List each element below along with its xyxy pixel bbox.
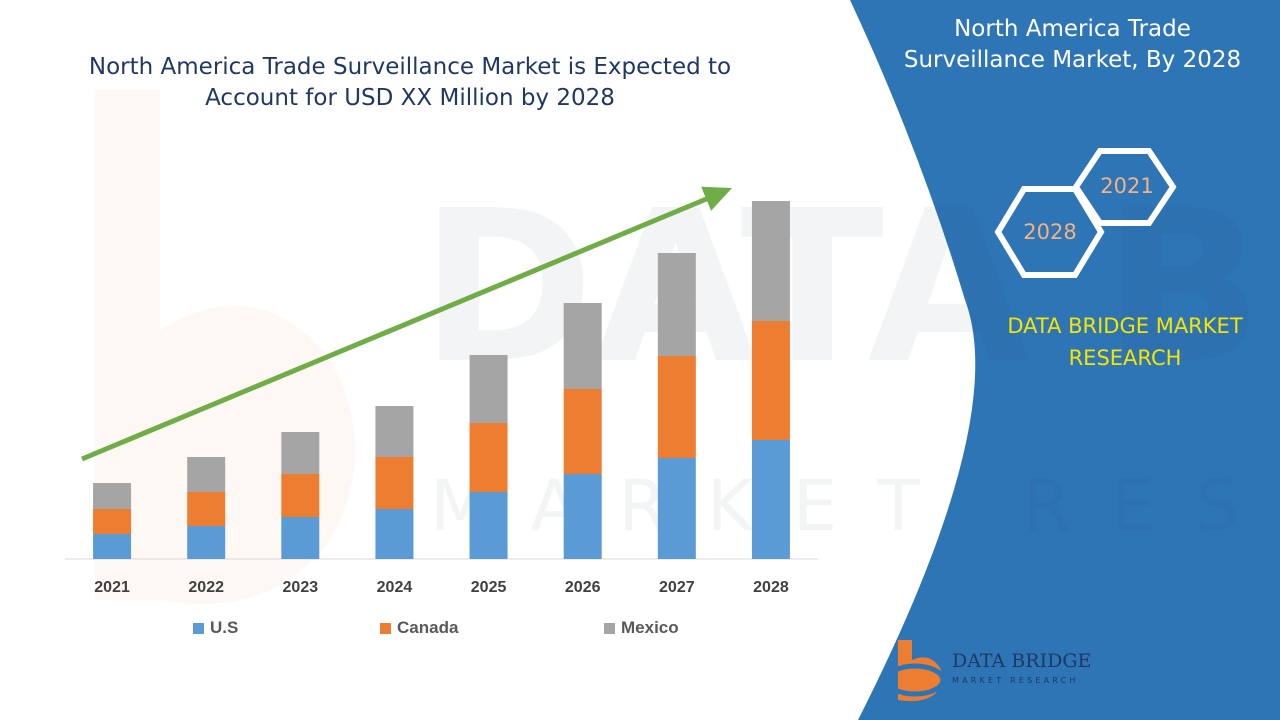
x-tick-label-2022: 2022 (188, 579, 224, 596)
bar-canada-2022 (187, 492, 226, 526)
trend-arrow-line (81, 192, 717, 462)
bar-mexico-2025 (469, 355, 508, 423)
x-tick-label-2023: 2023 (283, 579, 319, 596)
x-tick-label-2024: 2024 (377, 579, 413, 596)
bar-mexico-2028 (751, 201, 790, 321)
legend-item-us: U.S (193, 617, 238, 639)
bar-mexico-2022 (187, 457, 226, 492)
bar-u-s-2022 (187, 526, 226, 559)
svg-text:DATA BRIDGE: DATA BRIDGE (420, 165, 1280, 410)
legend-swatch-canada (380, 622, 391, 634)
bar-mexico-2023 (281, 432, 320, 474)
bar-canada-2025 (469, 423, 508, 492)
bar-u-s-2023 (281, 517, 320, 559)
x-tick-label-2021: 2021 (94, 579, 130, 596)
logo-icon (884, 640, 946, 702)
bar-mexico-2027 (657, 253, 696, 356)
watermark: DATA BRIDGE MARKET RESEARCH (95, 90, 1280, 604)
bar-canada-2024 (375, 457, 414, 509)
logo-name: DATA BRIDGE (952, 650, 1092, 672)
hexagon-front (994, 186, 1105, 278)
bar-canada-2028 (751, 321, 790, 440)
bar-mexico-2024 (375, 406, 414, 457)
brand-text: DATA BRIDGE MARKET RESEARCH (1007, 314, 1243, 370)
bar-canada-2021 (93, 509, 132, 534)
trend-arrow-head (701, 186, 732, 211)
legend-label-us: U.S (210, 618, 239, 637)
bar-canada-2027 (657, 356, 696, 458)
bar-u-s-2027 (657, 458, 696, 559)
legend-label-canada: Canada (397, 618, 459, 637)
bar-u-s-2024 (375, 509, 414, 559)
bar-canada-2023 (281, 474, 320, 517)
bar-u-s-2021 (93, 534, 132, 559)
legend-swatch-us (193, 622, 204, 634)
legend-item-mexico: Mexico (604, 617, 679, 639)
x-tick-label-2025: 2025 (471, 579, 507, 596)
hexagon-front-label: 2028 (1023, 220, 1077, 244)
bar-mexico-2021 (93, 483, 132, 509)
bar-u-s-2026 (563, 474, 602, 559)
bar-canada-2026 (563, 389, 602, 474)
x-tick-label-2027: 2027 (659, 579, 695, 596)
chart-title: North America Trade Surveillance Market … (88, 54, 732, 111)
side-panel-title: North America Trade Surveillance Market,… (903, 16, 1242, 73)
legend-item-canada: Canada (380, 617, 458, 639)
bar-mexico-2026 (563, 303, 602, 389)
logo-tagline: MARKET RESEARCH (952, 676, 1079, 685)
legend-label-mexico: Mexico (621, 618, 679, 637)
side-panel-background (850, 0, 1280, 720)
bar-u-s-2025 (469, 492, 508, 559)
bar-u-s-2028 (751, 440, 790, 559)
stacked-bar-chart: 2021 2022 2023 2024 2025 2026 2027 2028 (65, 186, 818, 596)
svg-text:MARKET RESEARCH: MARKET RESEARCH (430, 465, 1280, 547)
hexagon-back-label: 2021 (1100, 174, 1154, 198)
legend-swatch-mexico (604, 622, 615, 634)
x-tick-label-2026: 2026 (565, 579, 601, 596)
x-tick-label-2028: 2028 (753, 579, 789, 596)
